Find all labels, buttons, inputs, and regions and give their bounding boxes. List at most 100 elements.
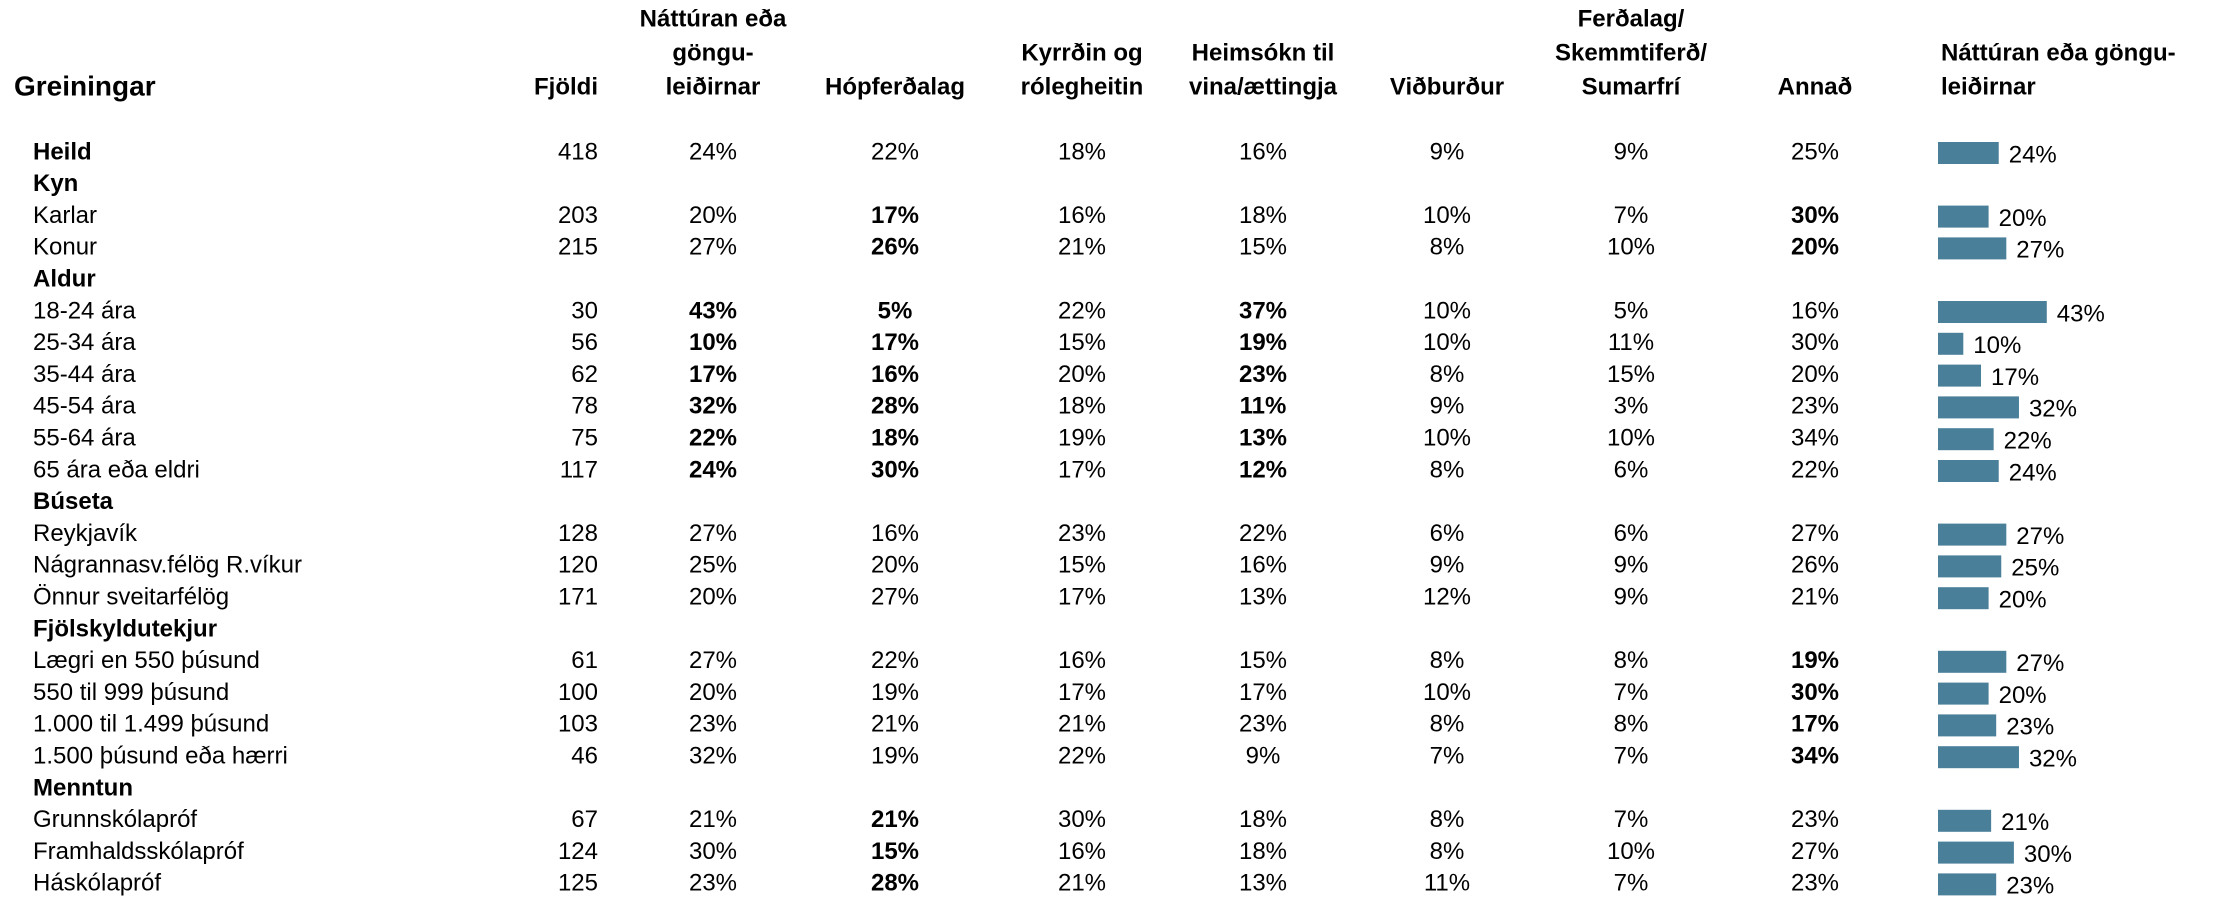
cell: 22% [1791, 456, 1839, 483]
cell: 10% [1607, 838, 1655, 865]
cell: 18% [1058, 393, 1106, 420]
row-label: Nágrannasv.félög R.víkur [33, 552, 302, 579]
cell: 34% [1791, 425, 1839, 452]
cell: 7% [1614, 806, 1649, 833]
cell: 11% [1424, 870, 1470, 897]
cell: 23% [1791, 870, 1839, 897]
bar [1938, 555, 2002, 578]
cell: 15% [1607, 361, 1655, 388]
cell: 30% [1058, 806, 1106, 833]
cell: 13% [1239, 870, 1287, 897]
cell: 203 [558, 202, 598, 229]
cell: 17% [871, 329, 919, 356]
cell: 34% [1791, 743, 1839, 770]
bar-label: 27% [2016, 523, 2064, 550]
cell: 5% [878, 297, 913, 324]
cell: 128 [558, 520, 598, 547]
cell: 8% [1430, 234, 1465, 261]
cell: 16% [1239, 138, 1287, 165]
cell: 8% [1430, 361, 1465, 388]
cell: 10% [1423, 329, 1471, 356]
cell: 18% [871, 425, 919, 452]
cell: 22% [1058, 743, 1106, 770]
cell: 30% [871, 456, 919, 483]
cell: 120 [558, 552, 598, 579]
cell: 23% [1058, 520, 1106, 547]
cell: 24% [689, 138, 737, 165]
cell: 27% [689, 234, 737, 261]
cell: 62 [571, 361, 598, 388]
cell: 21% [871, 711, 919, 738]
cell: 125 [558, 870, 598, 897]
cell: 15% [1239, 647, 1287, 674]
column-header: Skemmtiferð/ [1555, 39, 1707, 66]
row-label: 35-44 ára [33, 361, 136, 388]
bar [1938, 587, 1989, 610]
row-label: Búseta [33, 488, 114, 515]
cell: 17% [1058, 456, 1106, 483]
row-label: Heild [33, 138, 92, 165]
cell: 10% [1423, 425, 1471, 452]
cell: 19% [871, 743, 919, 770]
cell: 16% [1058, 202, 1106, 229]
cell: 26% [871, 234, 919, 261]
cell: 17% [689, 361, 737, 388]
cell: 28% [871, 393, 919, 420]
cell: 30% [689, 838, 737, 865]
cell: 17% [1791, 711, 1839, 738]
cell: 23% [1239, 711, 1287, 738]
cell: 418 [558, 138, 598, 165]
column-header: Heimsókn til [1192, 39, 1335, 66]
cell: 6% [1614, 520, 1649, 547]
bar-label: 20% [1999, 682, 2047, 709]
cell: 30% [1791, 679, 1839, 706]
cell: 7% [1614, 870, 1649, 897]
cell: 17% [1239, 679, 1287, 706]
bar [1938, 428, 1994, 451]
cell: 171 [558, 584, 598, 611]
bar [1938, 714, 1997, 737]
table-title: Greiningar [14, 70, 156, 101]
cell: 9% [1430, 552, 1465, 579]
cell: 17% [871, 202, 919, 229]
cell: 9% [1246, 743, 1281, 770]
cell: 23% [689, 711, 737, 738]
cell: 21% [871, 806, 919, 833]
row-label: 45-54 ára [33, 393, 136, 420]
cell: 9% [1614, 584, 1649, 611]
row-label: 1.000 til 1.499 þúsund [33, 711, 269, 738]
cell: 21% [689, 806, 737, 833]
bar [1938, 873, 1997, 896]
cell: 10% [689, 329, 737, 356]
cell: 30 [571, 297, 598, 324]
row-label: Önnur sveitarfélög [33, 584, 229, 611]
column-header: Viðburður [1390, 73, 1504, 100]
cell: 20% [1791, 361, 1839, 388]
row-label: 55-64 ára [33, 425, 136, 452]
column-header: göngu- [672, 39, 753, 66]
row-label: Karlar [33, 202, 97, 229]
bar-label: 17% [1991, 364, 2039, 391]
bar [1938, 237, 2007, 260]
bar-label: 30% [2024, 841, 2072, 868]
column-header: Hópferðalag [825, 73, 965, 100]
cell: 27% [1791, 520, 1839, 547]
row-label: Aldur [33, 266, 96, 293]
row-label: 550 til 999 þúsund [33, 679, 229, 706]
cell: 10% [1607, 425, 1655, 452]
cell: 8% [1430, 647, 1465, 674]
cell: 27% [689, 520, 737, 547]
cell: 16% [1239, 552, 1287, 579]
cell: 15% [871, 838, 919, 865]
bar [1938, 650, 2007, 673]
cell: 117 [560, 456, 598, 483]
cell: 21% [1058, 711, 1106, 738]
bar-label: 43% [2057, 300, 2105, 327]
cell: 20% [1058, 361, 1106, 388]
cell: 5% [1614, 297, 1649, 324]
bar-label: 23% [2006, 714, 2054, 741]
bar [1938, 301, 2047, 323]
cell: 18% [1239, 202, 1287, 229]
cell: 23% [1239, 361, 1287, 388]
